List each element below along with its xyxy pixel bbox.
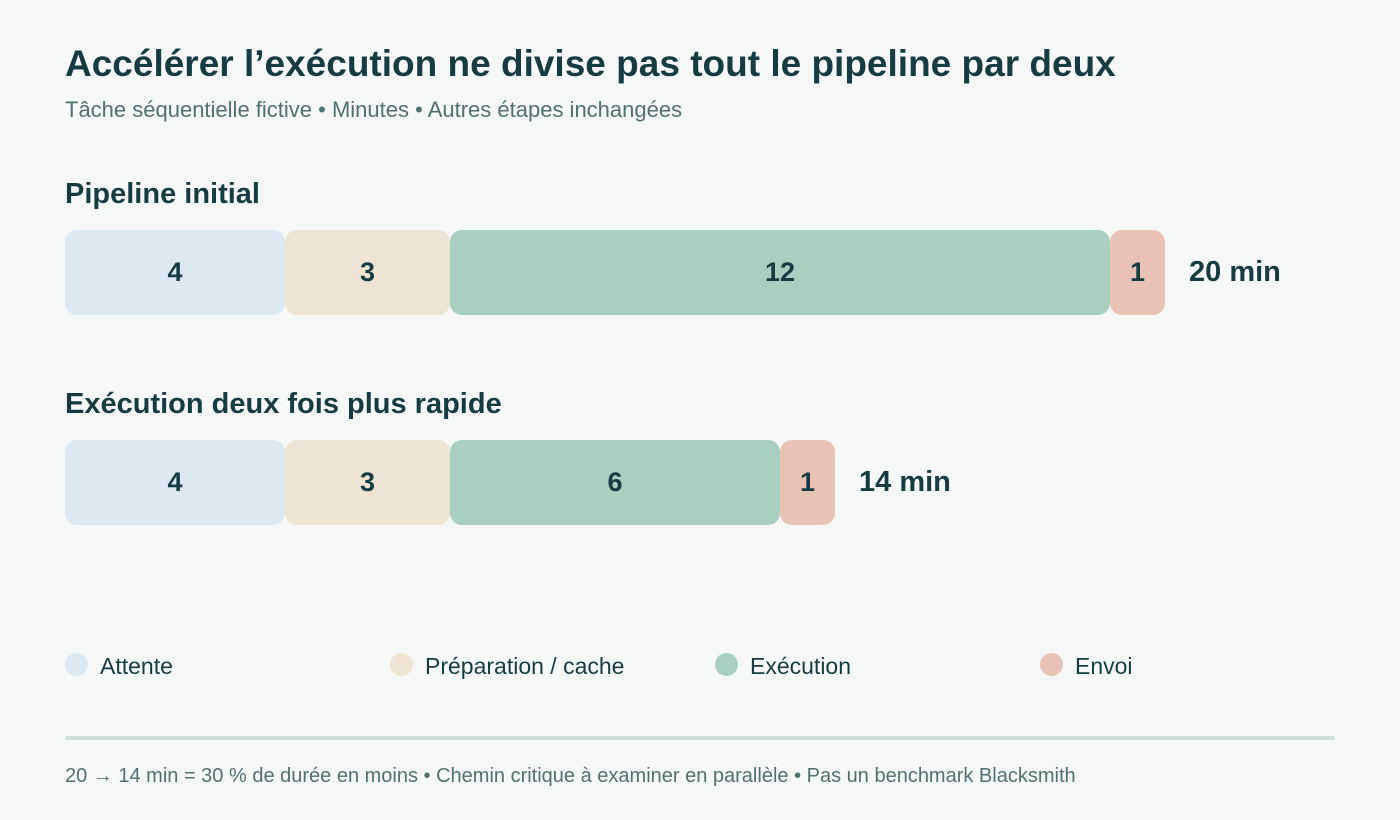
footer-divider: [65, 736, 1335, 740]
bar-segment-preparation-cache: 3: [285, 440, 450, 525]
total-label-execution-rapide: 14 min: [859, 466, 951, 498]
bar-segment-attente: 4: [65, 230, 285, 315]
stacked-bar-pipeline-initial: 4 3 12 1: [65, 230, 1165, 315]
segment-value-label: 3: [359, 467, 376, 497]
legend-item-attente: Attente: [65, 650, 173, 682]
bar-segment-attente: 4: [65, 440, 285, 525]
row-label-execution-rapide: Exécution deux fois plus rapide: [65, 388, 502, 420]
legend-item-preparation-cache: Préparation / cache: [390, 650, 624, 682]
legend-swatch-attente: [65, 652, 88, 676]
chart-legend: Attente Préparation / cache Exécution Envoi: [65, 650, 1365, 682]
stacked-bar-execution-rapide: 4 3 6 1: [65, 440, 835, 525]
segment-value-label: 1: [799, 467, 816, 497]
segment-value-label: 3: [359, 257, 376, 287]
legend-label-execution: Exécution: [750, 652, 852, 679]
legend-item-execution: Exécution: [715, 650, 851, 682]
bar-segment-preparation-cache: 3: [285, 230, 450, 315]
legend-label-envoi: Envoi: [1075, 652, 1133, 679]
bar-segment-execution: 6: [450, 440, 780, 525]
legend-swatch-execution: [715, 652, 738, 676]
legend-label-preparation-cache: Préparation / cache: [425, 652, 625, 679]
chart-subtitle: Tâche séquentielle fictive • Minutes • A…: [65, 97, 683, 122]
total-label-pipeline-initial: 20 min: [1189, 256, 1281, 288]
segment-value-label: 6: [607, 467, 623, 497]
legend-swatch-envoi: [1040, 652, 1063, 676]
legend-swatch-preparation-cache: [390, 652, 413, 676]
bar-segment-execution: 12: [450, 230, 1110, 315]
bar-segment-envoi: 1: [1110, 230, 1165, 315]
footnote: 20 → 14 min = 30 % de durée en moins • C…: [65, 765, 1076, 787]
segment-value-label: 4: [167, 467, 183, 497]
segment-value-label: 12: [764, 257, 796, 287]
chart-title: Accélérer l’exécution ne divise pas tout…: [65, 43, 1116, 84]
segment-value-label: 4: [167, 257, 183, 287]
segment-value-label: 1: [1129, 257, 1146, 287]
row-label-pipeline-initial: Pipeline initial: [65, 178, 260, 210]
bar-segment-envoi: 1: [780, 440, 835, 525]
legend-item-envoi: Envoi: [1040, 650, 1133, 682]
legend-label-attente: Attente: [100, 652, 173, 679]
